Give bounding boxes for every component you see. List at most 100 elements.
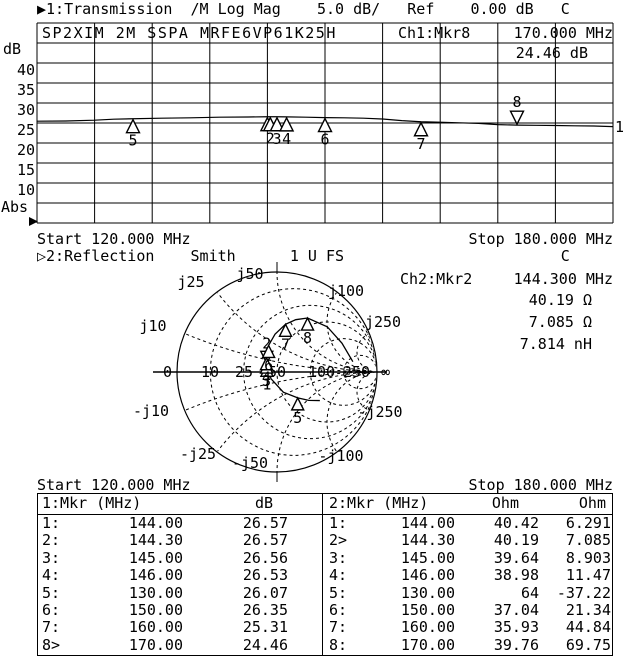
- marker-frequency: 146.00: [128, 566, 183, 585]
- transmission-chart: 40 35 30 25 20 15 10 23 4 5 6 7 8: [17, 22, 614, 226]
- table2-row: 2> 144.30 40.19 7.085: [323, 533, 612, 550]
- marker-number: 5:: [42, 583, 61, 602]
- table1-header-title: 1:Mkr (MHz): [42, 494, 142, 512]
- marker-6-triangle: [317, 117, 333, 133]
- table2-header: 2:Mkr (MHz) Ohm Ohm: [323, 494, 612, 515]
- trace-transmission: [36, 116, 614, 128]
- marker-frequency: 146.00: [400, 566, 455, 585]
- sweep-position-arrow: [29, 217, 38, 226]
- marker-4-label: 4: [282, 130, 291, 148]
- smith-rim-label--j10: -j10: [133, 402, 169, 420]
- marker-db-value: 26.56: [242, 548, 288, 567]
- smith-rim-label--j100: -j100: [318, 447, 363, 465]
- smith-marker-5-label: 5: [293, 409, 302, 427]
- marker-frequency: 160.00: [400, 618, 455, 637]
- smith-marker-8-label: 8: [303, 329, 312, 347]
- marker-frequency: 144.30: [128, 531, 183, 550]
- marker-3-label: 3: [272, 130, 281, 148]
- table1-row: 3: 145.00 26.56: [38, 548, 322, 568]
- marker-number: 4:: [42, 566, 61, 585]
- marker-number: 7:: [329, 618, 348, 637]
- ch1-title-line: ▶1:Transmission /M Log Mag 5.0 dB/ Ref 0…: [37, 0, 570, 18]
- marker-reactance-value: 21.34: [565, 601, 611, 619]
- table2-header-title: 2:Mkr (MHz): [329, 494, 429, 512]
- smith-axis-label-25: 25: [235, 363, 253, 381]
- ch2-marker-readout-channel: Ch2:Mkr2: [400, 270, 473, 288]
- marker-frequency: 160.00: [128, 618, 183, 637]
- marker-resistance-value: 39.64: [493, 548, 539, 567]
- smith-marker-4-triangle: [259, 356, 274, 371]
- marker-reactance-value: 8.903: [565, 548, 611, 567]
- marker-db-value: 26.57: [242, 514, 288, 532]
- marker-db-value: 26.53: [242, 566, 288, 585]
- smith-marker-4-label: 4: [262, 369, 271, 387]
- marker-resistance-value: 35.93: [493, 618, 539, 637]
- marker-db-value: 26.35: [242, 601, 288, 619]
- marker-resistance-value: 64: [520, 583, 539, 602]
- smith-axis-label-250: 250: [343, 363, 370, 381]
- smith-marker-8-triangle: [300, 316, 315, 331]
- marker-resistance-value: 38.98: [493, 566, 539, 585]
- marker-reactance-value: 6.291: [565, 514, 611, 532]
- device-band-label: SP2XIM 2M SSPA MRFE6VP61K25H: [42, 24, 337, 42]
- table1-row: 7: 160.00 25.31: [38, 620, 322, 637]
- marker-number: 1:: [42, 514, 61, 532]
- table1-header-db: dB: [254, 494, 273, 512]
- smith-axis-label-10: 10: [201, 363, 219, 381]
- table1-row: 8> 170.00 24.46: [38, 635, 322, 655]
- ch2-title-line: ▷2:Reflection Smith 1 U FS C: [37, 247, 570, 265]
- marker-resistance-value: 39.76: [493, 635, 539, 654]
- ch2-marker-inductance-value: 7.814 nH: [519, 335, 592, 353]
- table1-row: 4: 146.00 26.53: [38, 568, 322, 585]
- smith-marker-5-triangle: [290, 396, 305, 411]
- ch2-marker-reactance-value: 7.085 Ω: [528, 313, 592, 331]
- y-axis-tick-label: 10: [17, 181, 35, 199]
- marker-2-label: 2: [266, 130, 275, 148]
- ch2-marker-readout-freq: 144.300 MHz: [513, 270, 613, 288]
- smith-marker-2-label: 2: [262, 334, 271, 352]
- marker-frequency: 170.00: [128, 635, 183, 654]
- marker-number: 8>: [42, 635, 61, 654]
- smith-marker-6-triangle: [261, 343, 276, 359]
- y-axis-tick-label: 30: [17, 101, 35, 119]
- marker-5-label: 5: [128, 132, 137, 150]
- smith-marker-7-label: 7: [281, 335, 290, 353]
- table2-row: 6: 150.00 37.04 21.34: [323, 603, 612, 620]
- marker-reactance-value: 7.085: [565, 531, 611, 550]
- marker-7-label: 7: [416, 135, 425, 153]
- ch1-stop-freq-label: Stop 180.000 MHz: [468, 230, 614, 248]
- marker-5-triangle: [125, 118, 141, 134]
- marker-frequency: 170.00: [400, 635, 455, 654]
- reactance-arc-minus-j100: [326, 371, 376, 471]
- marker-6-label: 6: [320, 131, 329, 149]
- marker-number: 3:: [42, 548, 61, 567]
- table2-row: 7: 160.00 35.93 44.84: [323, 620, 612, 637]
- smith-rim-label--j50: -j50: [232, 454, 268, 472]
- marker-frequency: 144.00: [128, 514, 183, 532]
- abs-scale-label: Abs: [1, 198, 29, 216]
- ch1-marker-readout-freq: 170.000 MHz: [513, 24, 613, 42]
- resistance-circle-250: [343, 354, 376, 390]
- marker-number: 5:: [329, 583, 348, 602]
- smith-graticule: [178, 273, 376, 471]
- ch2-start-freq-label: Start 120.000 MHz: [37, 476, 191, 494]
- y-axis-tick-label: 40: [17, 61, 35, 79]
- marker-frequency: 144.00: [400, 514, 455, 532]
- smith-marker-6-label: 6: [264, 356, 273, 374]
- marker-8-triangle: [509, 110, 525, 126]
- marker-frequency: 130.00: [400, 583, 455, 602]
- marker-number: 6:: [42, 601, 61, 619]
- table2-row: 1: 144.00 40.42 6.291: [323, 516, 612, 533]
- marker-frequency: 145.00: [400, 548, 455, 567]
- table1-row: 5: 130.00 26.07: [38, 583, 322, 603]
- table2-header-ohm-x: Ohm: [578, 494, 606, 512]
- marker-table-ch2: 2:Mkr (MHz) Ohm Ohm 1: 144.00 40.42 6.291 2> 144…: [322, 493, 613, 656]
- marker-frequency: 144.30: [400, 531, 455, 550]
- table1-row: 1: 144.00 26.57: [38, 516, 322, 533]
- marker-number: 2>: [329, 531, 348, 550]
- table2-row: 5: 130.00 64 -37.22: [323, 583, 612, 603]
- marker-reactance-value: 44.84: [565, 618, 611, 637]
- marker-4-triangle: [278, 116, 295, 132]
- reactance-arc-j100: [326, 273, 376, 373]
